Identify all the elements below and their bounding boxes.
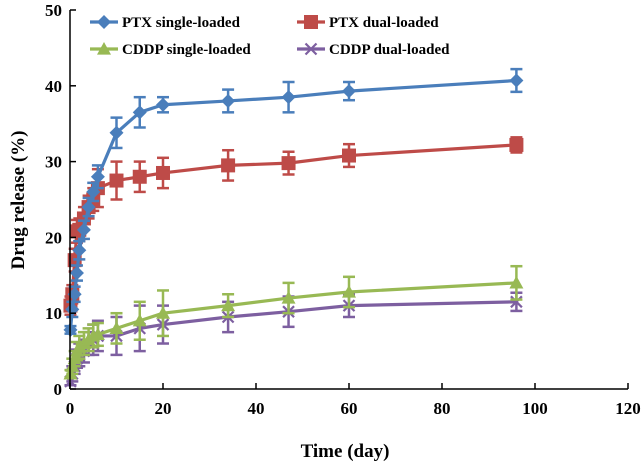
series-0-line: [68, 78, 517, 331]
series-0-point-10: [132, 105, 147, 120]
x-axis-title: Time (day): [301, 441, 390, 462]
series-1-point-11: [156, 165, 170, 180]
series-1-point-13: [281, 156, 296, 171]
plot-area: [63, 67, 524, 388]
series-0-point-8: [90, 169, 105, 184]
series-0-point-2: [67, 287, 82, 302]
legend-entry-1-marker: [304, 15, 318, 29]
series-0-point-14: [342, 84, 356, 99]
legend-entry-0: PTX single-loaded: [90, 15, 241, 31]
series-2-point-2: [67, 351, 82, 365]
series-2-point-12: [221, 298, 236, 312]
series-3: [64, 291, 523, 388]
series-1-point-14: [342, 148, 356, 163]
y-tick-label-2: 20: [45, 228, 62, 247]
legend-entry-3: CDDP dual-loaded: [297, 42, 450, 58]
legend-entry-2-marker: [97, 42, 111, 55]
legend-entry-3-marker: [304, 42, 318, 56]
legend-entry-2-label: CDDP single-loaded: [122, 42, 251, 58]
series-0: [63, 67, 524, 337]
series-0-point-15: [509, 73, 524, 88]
legend-entry-0-marker: [97, 15, 111, 29]
legend-entry-1-label: PTX dual-loaded: [329, 15, 439, 31]
series-1-point-9: [109, 173, 124, 188]
y-tick-label-0: 0: [54, 380, 63, 399]
series-1-point-10: [132, 169, 147, 184]
x-tick-label-6: 120: [615, 399, 641, 418]
series-2-point-14: [342, 284, 356, 298]
series-2-point-15: [509, 275, 524, 289]
series-2-point-1: [65, 359, 80, 372]
x-tick-label-0: 0: [66, 399, 75, 418]
series-0-point-5: [76, 222, 91, 237]
series-2-point-10: [132, 313, 147, 327]
series-0-point-9: [109, 125, 124, 140]
y-tick-label-3: 30: [45, 153, 62, 172]
y-tick-label-4: 40: [45, 77, 62, 96]
legend: PTX single-loaded PTX dual-loaded CDDP sin…: [90, 15, 450, 58]
x-tick-label-4: 80: [434, 399, 451, 418]
x-tick-label-1: 20: [155, 399, 172, 418]
series-0-point-12: [221, 93, 236, 108]
series-0-point-13: [281, 90, 296, 105]
legend-entry-2: CDDP single-loaded: [90, 42, 251, 58]
x-tick-label-2: 40: [248, 399, 265, 418]
series-0-point-4: [72, 243, 87, 258]
series-0-point-7: [86, 184, 101, 199]
legend-entry-3-marker-stroke-b: [304, 42, 318, 56]
legend-entry-1: PTX dual-loaded: [297, 15, 439, 31]
series-1: [63, 136, 524, 316]
legend-entry-3-label: CDDP dual-loaded: [329, 42, 450, 58]
y-tick-label-1: 10: [45, 304, 62, 323]
series-1-point-15: [509, 137, 524, 152]
series-3-point-15-stroke-b: [510, 295, 523, 309]
series-2-point-11: [156, 306, 170, 319]
legend-entry-0-label: PTX single-loaded: [122, 15, 241, 31]
series-0-point-6: [81, 200, 96, 215]
series-2-point-9: [109, 321, 124, 334]
x-tick-label-3: 60: [341, 399, 358, 418]
series-0-point-11: [156, 97, 170, 112]
series-2: [63, 264, 524, 380]
series-2-point-8: [90, 327, 105, 341]
series-1-point-12: [221, 158, 236, 173]
axes: 0 10 20 30 40 50 0 20 40 60 80 100 120: [45, 1, 641, 418]
series-0-point-3: [69, 266, 84, 281]
x-tick-label-5: 100: [522, 399, 548, 418]
series-3-point-15: [510, 295, 523, 309]
y-tick-label-5: 50: [45, 1, 62, 20]
y-axis-title: Drug release (%): [8, 131, 29, 270]
series-2-point-13: [281, 291, 296, 304]
